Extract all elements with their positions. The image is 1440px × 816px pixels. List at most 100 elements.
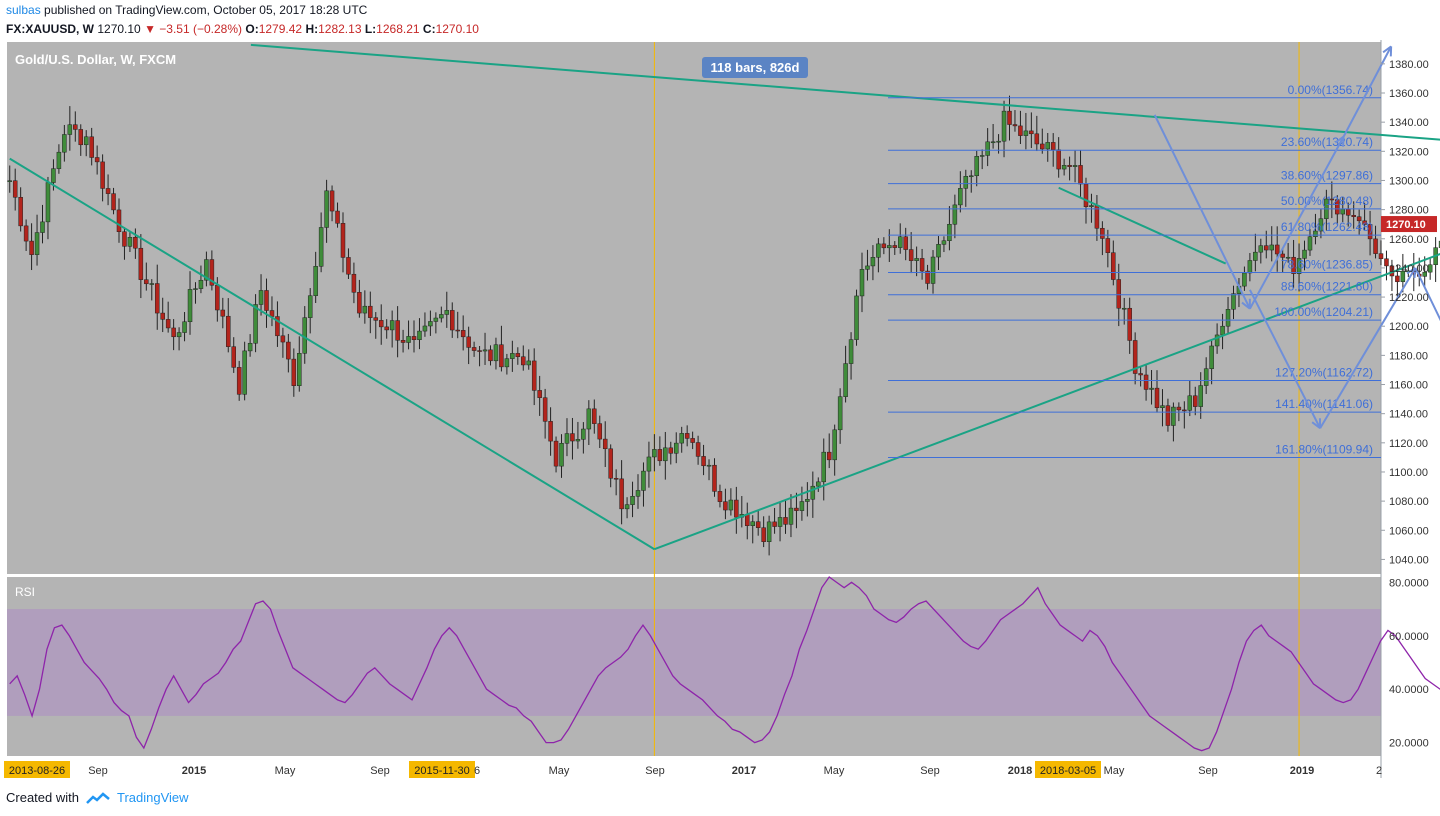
price-tick-label: 1060.00 <box>1389 525 1429 537</box>
candle <box>231 337 236 373</box>
candle-body <box>45 182 51 223</box>
candle-body <box>947 223 952 241</box>
fib-level-label: 38.60%(1297.86) <box>1281 169 1373 183</box>
candle <box>193 282 198 304</box>
time-axis-label: 2019 <box>1290 765 1314 777</box>
candle-body <box>701 456 706 467</box>
candle <box>728 488 734 516</box>
candle <box>1302 240 1307 271</box>
candle-body <box>346 257 351 275</box>
candle-body <box>1138 373 1143 376</box>
candle-body <box>471 347 477 351</box>
fib-level-label: 100.00%(1204.21) <box>1274 305 1373 319</box>
candle-body <box>548 421 553 442</box>
candle-body <box>1121 307 1127 310</box>
candle <box>357 279 362 318</box>
candle-body <box>695 442 701 457</box>
candle <box>805 482 810 517</box>
rsi-tick-label: 60.0000 <box>1389 631 1429 643</box>
trendline <box>250 43 1440 141</box>
candle <box>1034 115 1040 152</box>
candle-body <box>597 423 603 440</box>
candle <box>226 298 231 353</box>
candle-body <box>564 433 570 444</box>
author-link[interactable]: sulbas <box>6 3 41 17</box>
candle <box>1258 238 1264 264</box>
candle-body <box>613 478 619 480</box>
time-axis-label: May <box>824 765 845 777</box>
candle-body <box>1384 258 1389 267</box>
time-axis-label: Sep <box>920 765 940 777</box>
candle-body <box>985 141 990 156</box>
tradingview-link[interactable]: TradingView <box>116 790 189 805</box>
candle-body <box>630 496 635 505</box>
candle-body <box>362 305 368 314</box>
candle-body <box>925 270 930 284</box>
candle-body <box>1242 272 1247 287</box>
candle-body <box>258 290 264 305</box>
fib-level-label: 50.00%(1280.48) <box>1281 194 1373 208</box>
date-marker-tag <box>409 761 475 778</box>
rsi-tick-label: 20.0000 <box>1389 738 1429 750</box>
candle <box>373 312 379 339</box>
candle-body <box>318 227 324 267</box>
candle <box>537 375 542 416</box>
candle <box>264 278 269 328</box>
candle <box>477 346 482 367</box>
candle <box>826 433 832 469</box>
time-axis[interactable] <box>7 758 1381 778</box>
candle <box>1285 243 1291 263</box>
candle-body <box>1171 406 1176 426</box>
candle <box>810 471 816 518</box>
range-label: 118 bars, 826d <box>711 60 800 75</box>
candle <box>1149 370 1154 405</box>
candle-body <box>1225 309 1231 327</box>
candle-body <box>1072 165 1078 167</box>
candle-body <box>1018 125 1023 136</box>
candle-body <box>881 243 887 249</box>
candle-body <box>1029 130 1034 135</box>
candle <box>1427 257 1433 280</box>
candle-body <box>1345 208 1351 216</box>
candle-body <box>204 259 209 281</box>
time-axis-label: Sep <box>88 765 108 777</box>
candle-body <box>1422 271 1427 277</box>
candle <box>1105 229 1111 268</box>
candle-body <box>384 326 389 331</box>
candle-body <box>1040 143 1045 150</box>
candle-body <box>510 353 515 359</box>
candle <box>1335 195 1340 225</box>
candle <box>433 312 439 334</box>
candle-body <box>897 236 903 248</box>
candle-body <box>794 507 799 511</box>
candle <box>1296 243 1302 292</box>
candle-body <box>215 284 220 311</box>
candle <box>652 434 657 472</box>
candle <box>7 165 12 193</box>
date-marker-tag <box>1035 761 1101 778</box>
candle <box>597 415 603 448</box>
candle <box>1067 156 1072 181</box>
candle <box>504 353 510 375</box>
candle-body <box>187 289 193 323</box>
candle <box>493 337 499 370</box>
candle-body <box>1264 245 1269 251</box>
candle <box>897 223 903 254</box>
candle-body <box>378 320 384 328</box>
candle-body <box>1160 405 1165 409</box>
candle-body <box>848 339 854 364</box>
price-pane[interactable] <box>7 42 1381 574</box>
candle <box>1012 110 1018 132</box>
price-tick-label: 1200.00 <box>1389 321 1429 333</box>
candle <box>460 315 466 351</box>
candle <box>843 345 848 403</box>
candle-body <box>1176 406 1182 411</box>
candle-body <box>1302 249 1307 259</box>
candle <box>510 340 515 372</box>
candle-body <box>144 279 149 285</box>
candle <box>450 302 455 338</box>
candle <box>717 484 723 508</box>
candle <box>67 106 73 151</box>
rsi-tick-label: 40.0000 <box>1389 684 1429 696</box>
